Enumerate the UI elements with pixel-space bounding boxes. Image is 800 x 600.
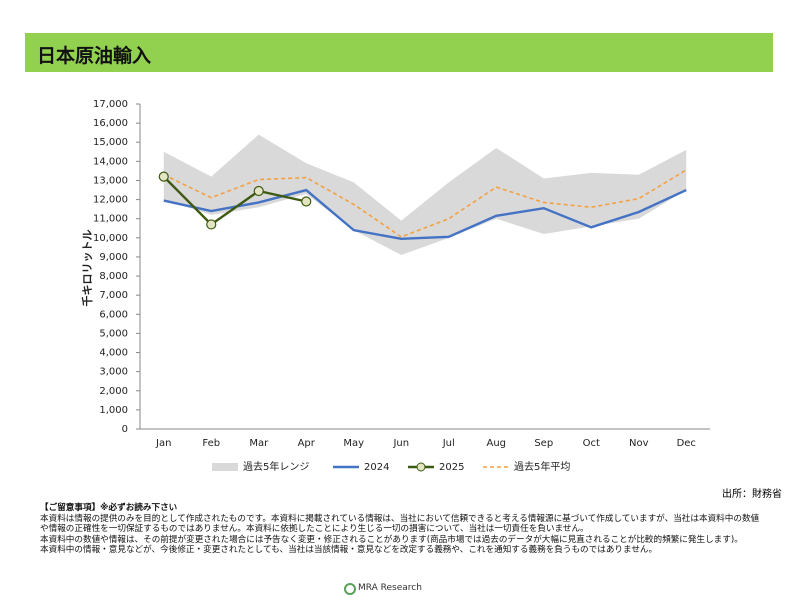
notes-heading: 【ご留意事項】※必ずお読み下さい <box>40 503 178 513</box>
y-tick-label: 7,000 <box>99 290 128 301</box>
line-2 <box>163 169 687 238</box>
y-tick-label: 17,000 <box>93 99 128 110</box>
y-tick-label: 13,000 <box>93 175 128 186</box>
notes: 【ご留意事項】※必ずお読み下さい 本資料は情報の提供のみを目的として作成されたも… <box>40 503 760 556</box>
x-tick-label: Feb <box>202 438 220 449</box>
y-tick-label: 4,000 <box>99 348 128 359</box>
header-bar: 日本原油輸入 <box>25 33 773 72</box>
legend-label: 過去5年平均 <box>514 460 570 473</box>
x-tick-label: Jun <box>392 438 409 449</box>
y-tick-label: 6,000 <box>99 309 128 320</box>
x-tick-label: Apr <box>298 438 316 449</box>
x-tick-label: May <box>343 438 364 449</box>
note-line: 本資料中の情報・意見などが、今後修正・変更されたとしても、当社は当該情報・意見な… <box>40 545 658 556</box>
point <box>206 219 217 230</box>
x-tick-label: Oct <box>583 438 600 449</box>
y-tick-label: 12,000 <box>93 195 128 206</box>
legend-marker <box>416 462 426 472</box>
x-tick-label: Jul <box>442 438 455 449</box>
y-tick-label: 16,000 <box>93 118 128 129</box>
legend-label: 2024 <box>364 462 389 473</box>
logo: MRA Research <box>358 583 422 593</box>
point <box>301 196 312 207</box>
x-tick-label: Sep <box>534 438 553 449</box>
chart: 千キロリットル 0 1,000 2,000 3,000 4,000 5,000 6,000 7… <box>80 99 710 473</box>
y-tick-label: 3,000 <box>99 367 128 378</box>
y-tick-label: 10,000 <box>93 233 128 244</box>
point <box>253 185 264 197</box>
note-line: 本資料は情報の提供のみを目的として作成されたものです。本資料に掲載されている情報… <box>40 513 760 535</box>
source: 出所：財務省 <box>722 489 782 500</box>
legend-swatch <box>212 463 238 471</box>
line-0 <box>163 188 687 240</box>
y-tick-label: 0 <box>122 424 128 435</box>
legend-label: 過去5年レンジ <box>243 460 309 473</box>
y-tick-label: 15,000 <box>93 137 128 148</box>
y-axis-label: 千キロリットル <box>80 230 94 307</box>
y-tick-label: 2,000 <box>99 386 128 397</box>
y-tick-label: 14,000 <box>93 156 128 167</box>
note-line: 本資料中の数値や情報は、その前提が変更された場合には予告なく変更・修正されること… <box>40 534 743 545</box>
y-tick-label: 1,000 <box>99 405 128 416</box>
x-tick-label: Mar <box>249 438 269 449</box>
x-tick-label: Nov <box>629 438 649 449</box>
x-tick-label: Dec <box>677 438 696 449</box>
line-1 <box>162 175 307 227</box>
x-tick-label: Jan <box>155 438 171 449</box>
title: 日本原油輸入 <box>37 45 152 67</box>
point <box>158 171 169 182</box>
legend-label: 2025 <box>439 462 464 473</box>
y-tick-label: 9,000 <box>99 252 128 263</box>
range-band <box>163 134 687 256</box>
y-tick-label: 8,000 <box>99 271 128 282</box>
y-tick-label: 11,000 <box>93 214 128 225</box>
y-tick-label: 5,000 <box>99 328 128 339</box>
x-tick-label: Aug <box>486 438 506 449</box>
logo-icon <box>344 583 356 595</box>
